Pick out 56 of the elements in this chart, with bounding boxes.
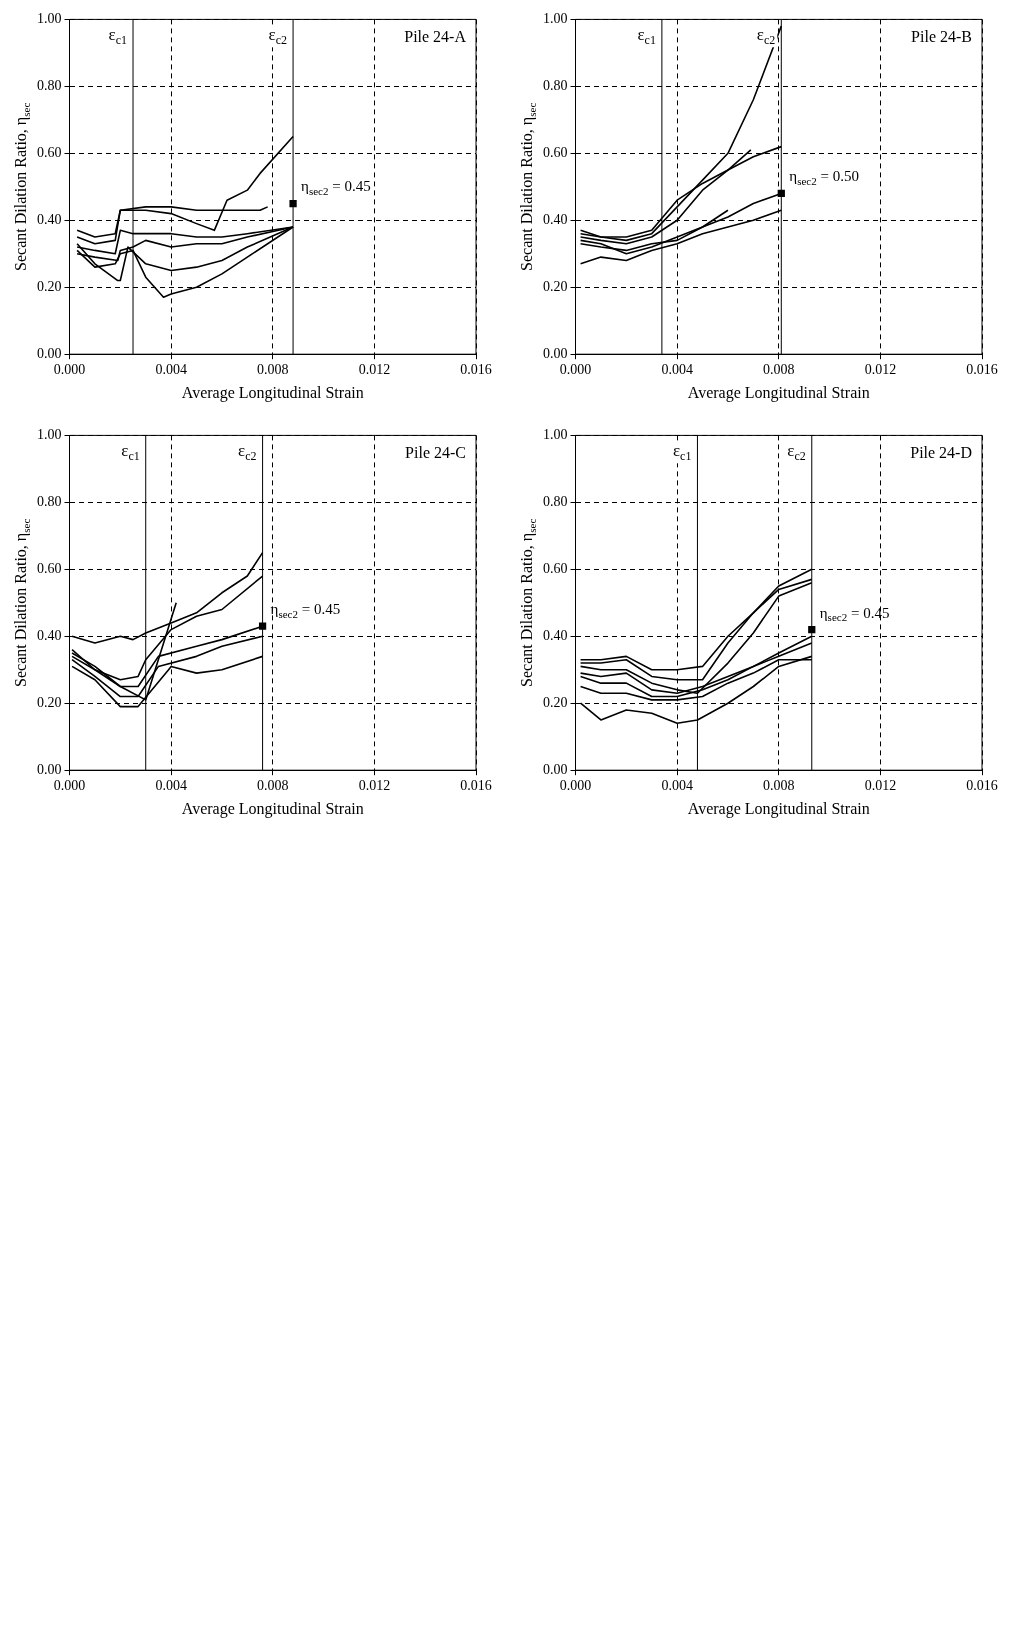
y-axis-title: Secant Dilation Ratio, ηsec [12, 518, 32, 687]
y-tick-label: 0.80 [543, 494, 568, 510]
y-tick-label: 0.20 [543, 694, 568, 710]
x-axis-title: Average Longitudinal Strain [181, 800, 364, 819]
x-tick-label: 0.008 [257, 778, 289, 794]
y-axis-title: Secant Dilation Ratio, ηsec [12, 102, 32, 271]
y-tick-label: 0.60 [37, 560, 62, 576]
y-axis-title: Secant Dilation Ratio, ηsec [518, 518, 538, 687]
y-tick-label: 0.80 [37, 78, 62, 94]
y-tick-label: 0.20 [37, 278, 62, 294]
x-tick-label: 0.008 [763, 362, 795, 378]
x-tick-label: 0.016 [460, 778, 492, 794]
x-axis-title: Average Longitudinal Strain [181, 384, 364, 403]
y-tick-label: 0.00 [37, 345, 62, 361]
x-tick-label: 0.004 [155, 362, 187, 378]
x-tick-label: 0.008 [763, 778, 795, 794]
y-tick-label: 0.20 [37, 694, 62, 710]
y-tick-label: 1.00 [37, 11, 62, 27]
y-tick-label: 0.40 [37, 627, 62, 643]
x-tick-label: 0.000 [53, 362, 86, 378]
y-tick-label: 1.00 [37, 427, 62, 443]
x-tick-label: 0.016 [966, 778, 998, 794]
x-axis-title: Average Longitudinal Strain [687, 384, 870, 403]
x-tick-label: 0.016 [966, 362, 998, 378]
x-tick-label: 0.000 [53, 778, 86, 794]
annotation: Pile 24-B [911, 27, 972, 45]
annotation: Pile 24-C [405, 443, 466, 461]
y-tick-label: 0.60 [37, 144, 62, 160]
y-tick-label: 0.40 [543, 211, 568, 227]
y-tick-label: 0.40 [37, 211, 62, 227]
x-tick-label: 0.016 [460, 362, 492, 378]
y-tick-label: 0.00 [543, 761, 568, 777]
y-tick-label: 1.00 [543, 427, 568, 443]
y-tick-label: 0.40 [543, 627, 568, 643]
x-tick-label: 0.008 [257, 362, 289, 378]
y-tick-label: 0.80 [37, 494, 62, 510]
x-tick-label: 0.012 [358, 778, 391, 794]
y-axis-title: Secant Dilation Ratio, ηsec [518, 102, 538, 271]
y-tick-label: 0.80 [543, 78, 568, 94]
x-tick-label: 0.004 [661, 778, 693, 794]
annotation: Pile 24-D [910, 443, 973, 461]
y-tick-label: 0.20 [543, 278, 568, 294]
x-tick-label: 0.000 [559, 362, 592, 378]
annotation: Pile 24-A [404, 27, 467, 45]
x-axis-title: Average Longitudinal Strain [687, 800, 870, 819]
y-tick-label: 0.60 [543, 144, 568, 160]
y-tick-label: 0.60 [543, 560, 568, 576]
y-tick-label: 1.00 [543, 11, 568, 27]
x-tick-label: 0.012 [864, 362, 897, 378]
x-tick-label: 0.004 [661, 362, 693, 378]
y-tick-label: 0.00 [543, 345, 568, 361]
x-tick-label: 0.000 [559, 778, 592, 794]
x-tick-label: 0.012 [358, 362, 391, 378]
x-tick-label: 0.004 [155, 778, 187, 794]
y-tick-label: 0.00 [37, 761, 62, 777]
x-tick-label: 0.012 [864, 778, 897, 794]
